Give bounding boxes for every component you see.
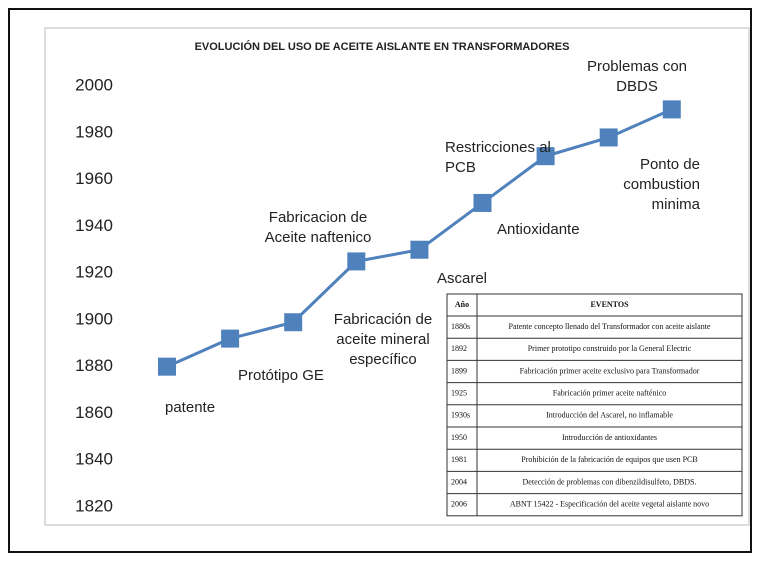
table-cell: Detección de problemas con dibenzildisul… <box>523 477 697 486</box>
annotation: Fabricacion de <box>269 209 367 226</box>
table-cell: 2004 <box>451 477 467 486</box>
annotation: Restricciones al <box>445 139 551 156</box>
table-cell: Fabricación primer aceite exclusivo para… <box>520 366 700 375</box>
chart-title: EVOLUCIÓN DEL USO DE ACEITE AISLANTE EN … <box>195 40 570 53</box>
y-tick-label: 1960 <box>75 169 113 188</box>
annotation: Antioxidante <box>497 221 580 238</box>
table-cell: 1930s <box>451 411 470 420</box>
marker <box>158 357 176 376</box>
table-cell: Primer prototipo construido por la Gener… <box>528 344 692 353</box>
table-cell: Prohibición de la fabricación de equipos… <box>521 455 697 464</box>
y-tick-label: 1880 <box>75 356 113 375</box>
table-cell: 2006 <box>451 500 467 509</box>
y-tick-label: 1820 <box>75 496 113 515</box>
y-tick-label: 2000 <box>75 75 113 94</box>
table-cell: Patente concepto llenado del Transformad… <box>509 322 711 331</box>
annotation: Ascarel <box>437 270 487 287</box>
y-tick-label: 1920 <box>75 263 113 282</box>
marker <box>410 240 429 259</box>
table-cell: 1899 <box>451 366 467 375</box>
annotation: Protótipo GE <box>238 367 324 384</box>
table-cell: 1950 <box>451 433 467 442</box>
y-tick-label: 1840 <box>75 450 113 469</box>
annotation: combustion <box>623 176 700 193</box>
table-header: EVENTOS <box>590 300 629 309</box>
annotation: Aceite naftenico <box>265 229 372 246</box>
annotation: minima <box>652 196 701 213</box>
annotation: patente <box>165 399 215 416</box>
y-tick-label: 1980 <box>75 122 113 141</box>
marker <box>221 329 240 348</box>
annotation: Problemas con <box>587 58 687 75</box>
table-cell: ABNT 15422 - Especificación del aceite v… <box>510 500 709 509</box>
y-tick-label: 1900 <box>75 309 113 328</box>
annotation: aceite mineral <box>336 331 429 348</box>
marker <box>536 147 555 166</box>
table-cell: 1925 <box>451 389 467 398</box>
table-cell: Fabricación primer aceite nafténico <box>553 389 667 398</box>
annotation: Fabricación de <box>334 311 432 328</box>
annotation: PCB <box>445 159 476 176</box>
y-tick-label: 1940 <box>75 216 113 235</box>
marker <box>347 252 366 271</box>
table-cell: 1981 <box>451 455 467 464</box>
table-header: Año <box>455 300 469 309</box>
table-cell: Introducción de antioxidantes <box>562 433 657 442</box>
table-cell: Introducción del Ascarel, no inflamable <box>546 411 673 420</box>
table-cell: 1892 <box>451 344 467 353</box>
marker <box>473 193 492 212</box>
y-tick-label: 1860 <box>75 403 113 422</box>
marker <box>599 128 618 147</box>
annotation: Ponto de <box>640 156 700 173</box>
table-cell: 1880s <box>451 322 470 331</box>
annotation: DBDS <box>616 78 658 95</box>
marker <box>662 100 681 119</box>
marker <box>284 313 303 332</box>
annotation: específico <box>349 351 417 368</box>
